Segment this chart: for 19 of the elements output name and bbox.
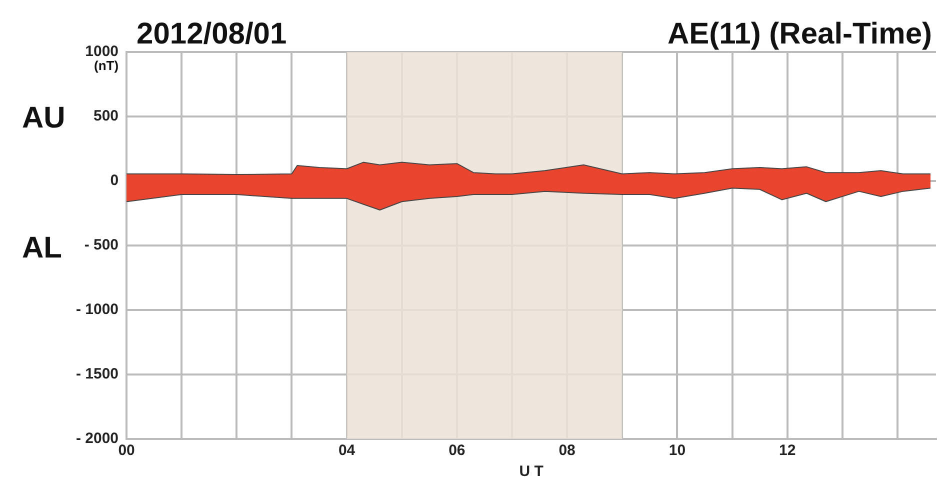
y-axis-title: (nT) bbox=[94, 58, 119, 74]
y-tick-label: - 2000 bbox=[76, 430, 119, 448]
x-tick-label: 08 bbox=[558, 442, 576, 460]
y-tick-label: 1000 bbox=[85, 43, 119, 60]
text: AU bbox=[22, 101, 66, 134]
y-tick-label: 0 bbox=[110, 172, 119, 190]
chart-subtitle: AE(11) (Real-Time) bbox=[667, 17, 932, 50]
y-tick-label: - 1000 bbox=[76, 301, 119, 318]
x-tick-label: 00 bbox=[118, 442, 135, 460]
y-tick-label: - 1500 bbox=[76, 366, 119, 383]
x-tick-label: 06 bbox=[448, 442, 466, 460]
x-tick-label: 10 bbox=[668, 442, 686, 460]
x-tick-label: 12 bbox=[778, 442, 796, 460]
x-tick-label: 04 bbox=[338, 442, 356, 460]
x-axis-title: U T bbox=[519, 463, 544, 480]
text: AL bbox=[22, 231, 62, 264]
y-tick-label: 500 bbox=[94, 108, 119, 125]
chart-title: 2012/08/01 bbox=[136, 17, 287, 50]
y-tick-label: - 500 bbox=[84, 236, 119, 254]
